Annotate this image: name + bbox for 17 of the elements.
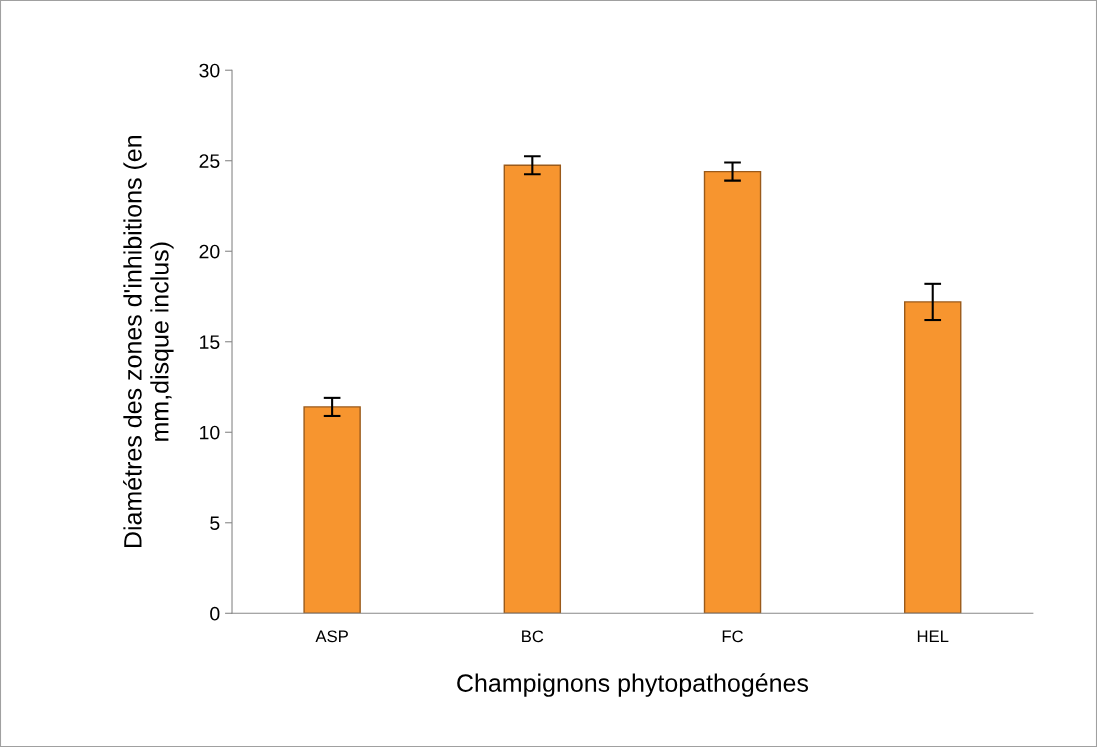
y-tick-label: 0 (210, 606, 220, 621)
x-tick-label: BC (522, 630, 544, 643)
x-axis-title: Champignons phytopathogénes (457, 673, 809, 697)
bar (503, 164, 562, 614)
bar (904, 301, 962, 614)
bar (303, 406, 361, 614)
y-tick-label: 5 (210, 516, 220, 531)
y-axis-title: Diamétres des zones d'inhibitions (en mm,disque inclus) (123, 136, 174, 548)
x-tick-label: HEL (917, 630, 949, 643)
y-tick-label: 30 (199, 63, 220, 78)
x-tick-label: FC (722, 630, 743, 643)
y-tick-label: 10 (200, 425, 220, 440)
bar (703, 170, 762, 614)
y-tick-label: 15 (200, 335, 220, 349)
x-tick-label: ASP (315, 630, 348, 643)
y-tick-label: 20 (199, 244, 220, 259)
y-tick-label: 25 (199, 154, 220, 168)
